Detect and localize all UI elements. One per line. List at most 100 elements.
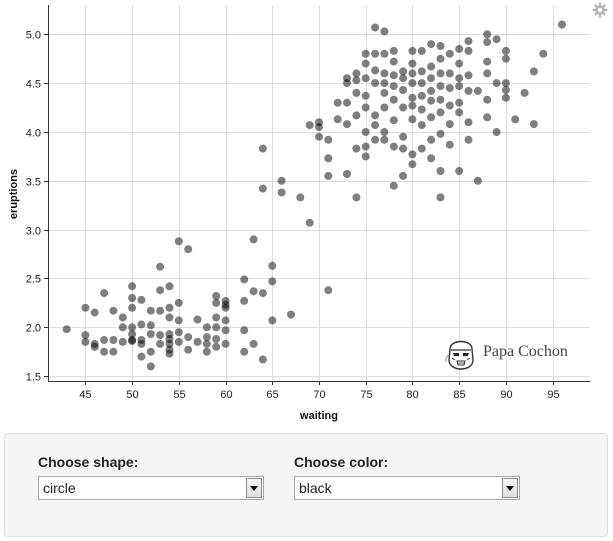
data-point	[165, 303, 174, 312]
data-point	[352, 69, 361, 78]
data-point	[156, 286, 165, 295]
color-label: Choose color:	[294, 454, 389, 470]
data-point	[455, 74, 464, 83]
data-point	[343, 79, 351, 88]
stormtrooper-helmet-icon	[442, 333, 480, 371]
data-point	[371, 111, 380, 120]
data-point	[361, 91, 370, 100]
data-point	[202, 347, 211, 356]
data-point	[352, 144, 361, 153]
data-point	[455, 108, 464, 117]
data-point	[371, 79, 380, 88]
data-point	[146, 347, 155, 356]
data-point	[333, 98, 342, 107]
data-point	[287, 310, 295, 319]
data-point	[427, 96, 436, 105]
data-point	[361, 128, 370, 136]
data-point	[174, 316, 183, 325]
data-point	[100, 347, 109, 356]
data-point	[380, 103, 389, 112]
data-point	[492, 79, 501, 88]
data-point	[389, 181, 398, 190]
y-tick-label: 5.0	[26, 30, 41, 42]
data-point	[240, 347, 249, 356]
data-point	[361, 152, 370, 161]
data-point	[436, 54, 445, 63]
data-point	[221, 316, 230, 325]
data-point	[212, 292, 221, 300]
data-point	[296, 193, 305, 202]
data-point	[137, 339, 146, 348]
data-point	[464, 71, 473, 80]
data-point	[128, 330, 137, 339]
data-point	[352, 111, 361, 120]
data-point	[399, 103, 408, 112]
data-point	[501, 79, 510, 88]
data-point	[417, 46, 426, 55]
data-point	[380, 79, 389, 88]
data-point	[436, 69, 445, 78]
data-point	[109, 306, 118, 315]
data-point	[193, 337, 202, 346]
scatter-plot: 45 50 55 60 65 70 75 80 85 90 95 1.5 2.0 2.5 3.0 3.5 4.0…	[8, 2, 608, 422]
y-tick-label: 3.5	[26, 177, 41, 189]
data-point	[501, 54, 510, 63]
data-point	[165, 313, 174, 322]
data-point	[492, 35, 501, 44]
data-point	[389, 57, 398, 66]
data-point	[492, 128, 501, 136]
data-point	[240, 326, 249, 335]
data-point	[417, 67, 426, 76]
data-point	[128, 336, 137, 344]
data-point	[539, 49, 548, 58]
x-tick-label: 45	[79, 389, 91, 401]
data-point	[202, 339, 211, 348]
data-point	[501, 46, 510, 55]
data-point	[146, 362, 155, 371]
gear-icon[interactable]	[592, 2, 608, 18]
data-point	[511, 115, 520, 124]
data-point	[501, 93, 510, 102]
data-point	[62, 325, 71, 334]
data-point	[249, 287, 258, 296]
shape-label: Choose shape:	[38, 454, 139, 470]
data-point	[483, 113, 492, 122]
data-point	[455, 82, 464, 91]
data-point	[483, 30, 492, 39]
data-point	[464, 135, 473, 144]
data-point	[389, 46, 398, 55]
data-point	[473, 86, 482, 95]
data-point	[464, 118, 473, 127]
data-point	[445, 49, 454, 58]
data-point	[389, 82, 398, 91]
chevron-down-icon[interactable]	[502, 478, 518, 498]
data-point	[464, 86, 473, 95]
data-point	[146, 330, 155, 339]
data-point	[380, 135, 389, 144]
chevron-down-icon[interactable]	[246, 478, 262, 498]
y-tick-label: 3.0	[26, 226, 41, 238]
data-point	[380, 128, 389, 136]
data-point	[81, 303, 90, 312]
data-point	[212, 298, 221, 307]
data-point	[445, 140, 454, 149]
shape-select[interactable]: circle	[38, 476, 264, 500]
data-point	[156, 262, 165, 271]
data-point	[408, 150, 417, 159]
data-point	[464, 46, 473, 55]
data-point	[427, 86, 436, 95]
data-point	[165, 335, 174, 343]
data-point	[558, 20, 566, 29]
data-point	[436, 42, 445, 50]
controls-panel: Choose shape: circle Choose color: black	[4, 433, 608, 537]
y-tick-label: 2.5	[26, 274, 41, 286]
data-point	[165, 282, 174, 291]
color-select[interactable]: black	[294, 476, 520, 500]
data-point	[408, 59, 417, 68]
x-tick-label: 80	[406, 389, 418, 401]
data-point	[268, 261, 277, 270]
data-point	[305, 218, 314, 227]
x-axis-title: waiting	[299, 410, 338, 422]
data-point	[128, 294, 137, 302]
y-tick-label: 1.5	[26, 372, 41, 384]
